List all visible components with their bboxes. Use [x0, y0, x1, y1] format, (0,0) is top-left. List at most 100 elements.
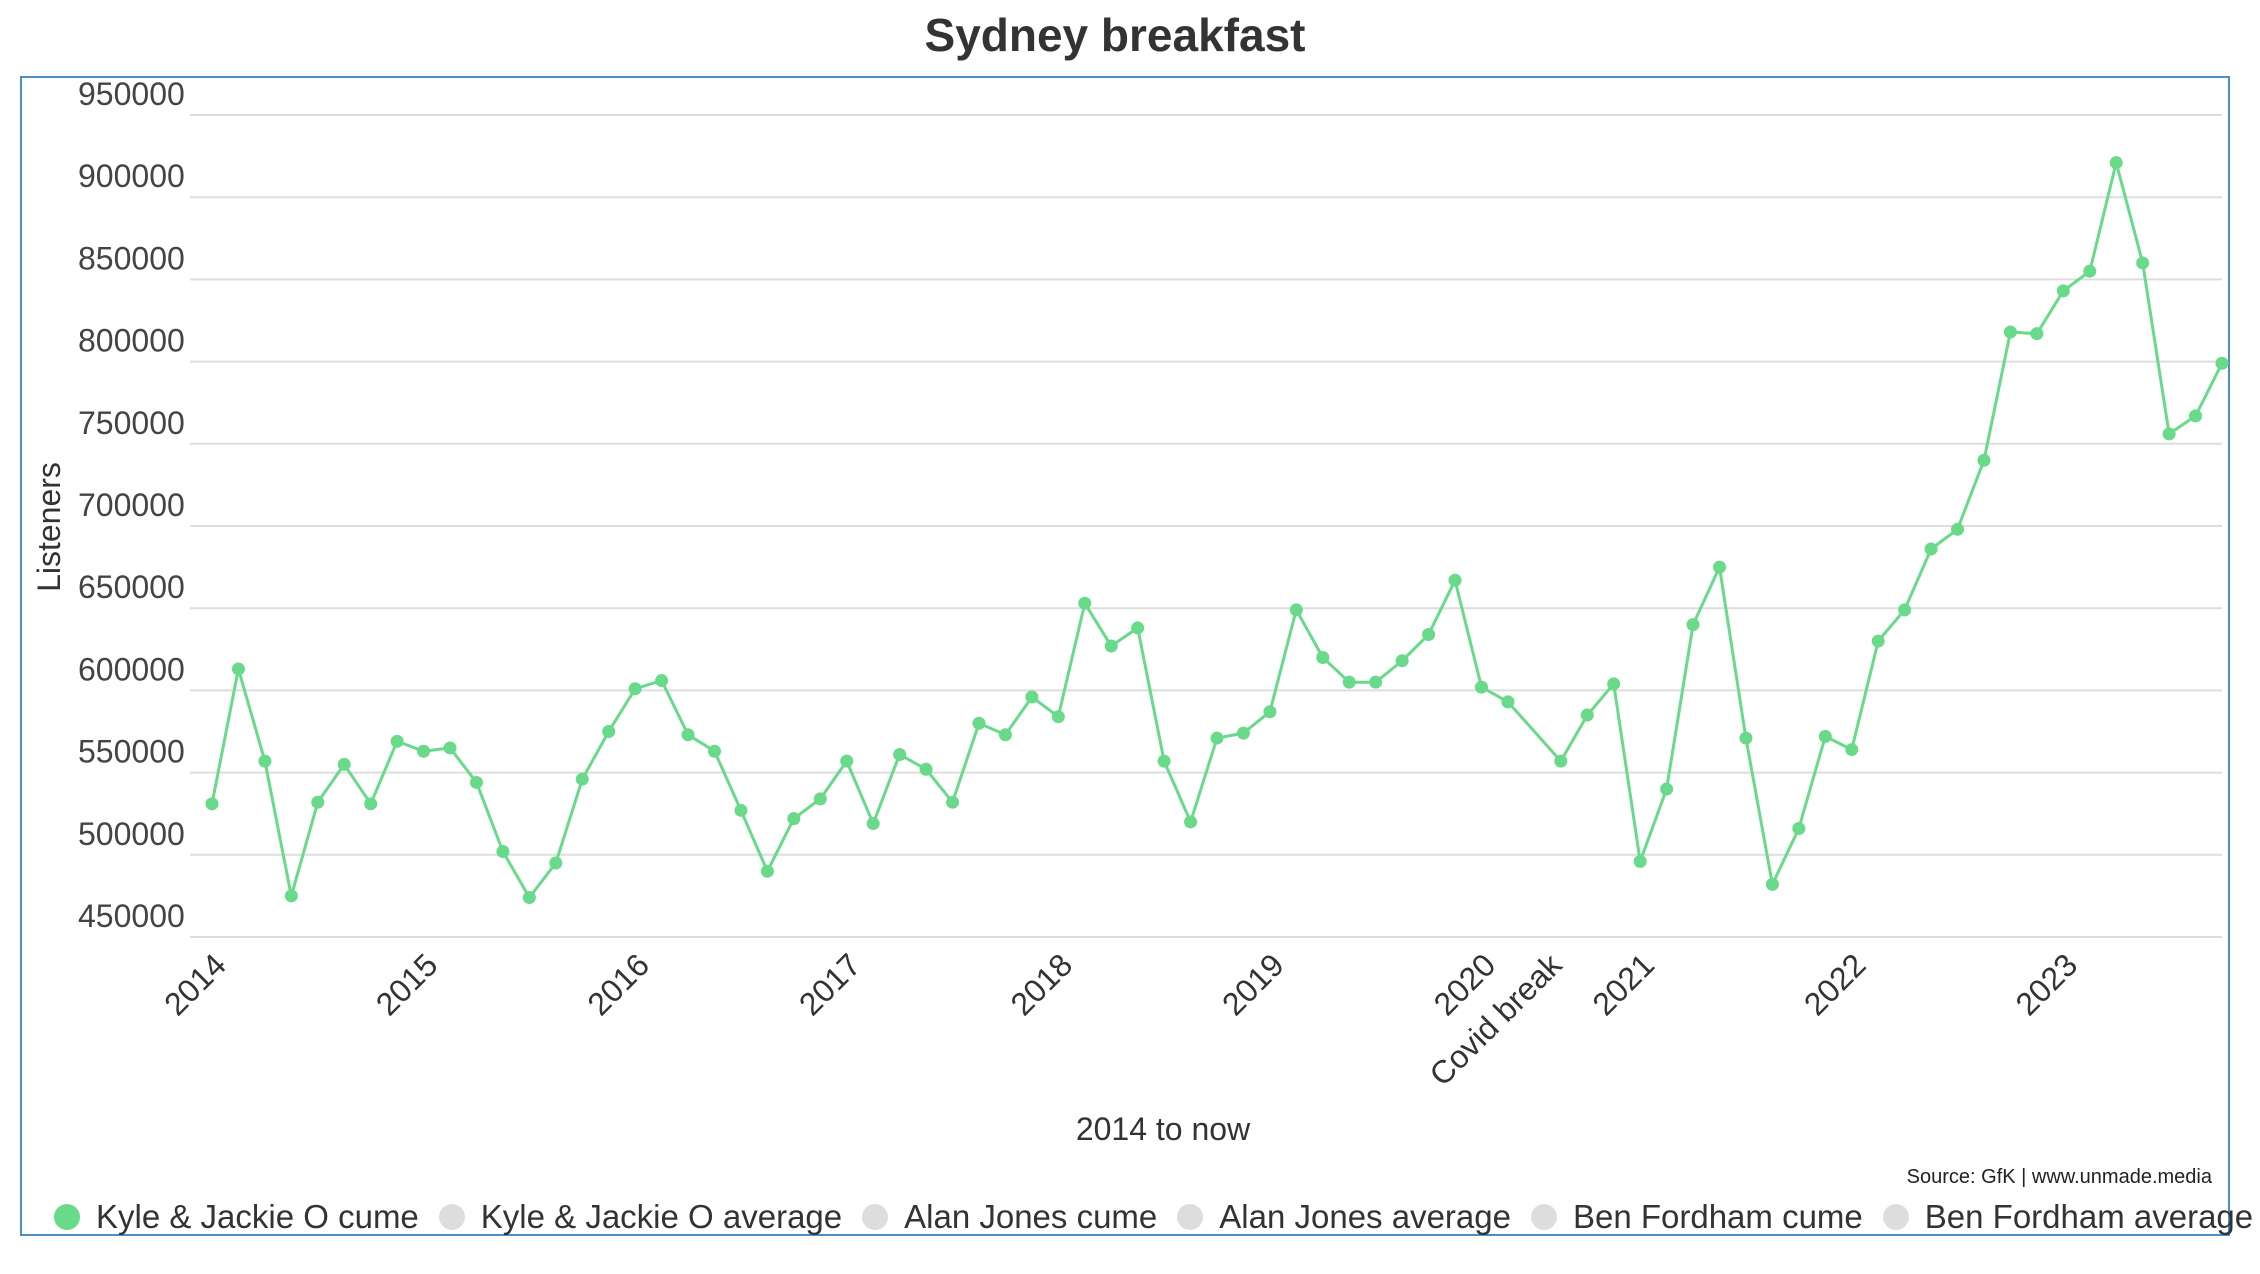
data-point[interactable]: [1951, 522, 1965, 536]
chart-frame: [20, 76, 2230, 1236]
data-point[interactable]: [2003, 325, 2017, 339]
data-point[interactable]: [602, 725, 616, 738]
x-tick-label: 2022: [1797, 946, 1873, 1022]
data-point[interactable]: [1210, 731, 1224, 745]
data-point[interactable]: [1871, 634, 1885, 648]
data-point[interactable]: [1157, 754, 1171, 768]
data-point[interactable]: [972, 716, 986, 730]
data-point[interactable]: [522, 891, 536, 905]
y-axis-ticks: 450000 500000 550000 600000 650000 700000 7500…: [78, 76, 185, 934]
legend-item[interactable]: Ben Fordham cume: [1530, 1198, 1863, 1236]
data-point[interactable]: [708, 744, 721, 758]
data-point[interactable]: [364, 797, 378, 811]
data-point[interactable]: [840, 754, 854, 768]
data-point[interactable]: [1580, 708, 1594, 722]
data-point[interactable]: [231, 662, 245, 676]
data-point[interactable]: [284, 889, 298, 903]
data-point[interactable]: [1342, 675, 1356, 689]
data-point[interactable]: [2162, 427, 2176, 441]
data-point[interactable]: [390, 734, 404, 748]
data-point[interactable]: [443, 741, 457, 755]
data-point[interactable]: [681, 728, 695, 742]
data-point[interactable]: [1818, 729, 1832, 743]
data-point[interactable]: [1924, 542, 1938, 556]
data-point[interactable]: [575, 772, 589, 786]
y-tick-label: 850000: [78, 240, 185, 276]
data-point[interactable]: [998, 728, 1012, 742]
data-point[interactable]: [1395, 654, 1409, 668]
legend-label: Ben Fordham cume: [1572, 1198, 1863, 1235]
data-point[interactable]: [1501, 695, 1515, 709]
data-point[interactable]: [311, 795, 325, 809]
data-point[interactable]: [469, 775, 483, 789]
data-point[interactable]: [919, 762, 933, 776]
y-tick-label: 900000: [78, 158, 185, 194]
data-point[interactable]: [1289, 603, 1303, 617]
data-point[interactable]: [1025, 690, 1039, 704]
data-point[interactable]: [205, 797, 219, 811]
data-point[interactable]: [1369, 675, 1383, 689]
data-point[interactable]: [1051, 710, 1065, 724]
y-tick-label: 500000: [78, 816, 185, 852]
data-point[interactable]: [1184, 815, 1198, 829]
grid-lines: [190, 114, 2222, 938]
data-point[interactable]: [628, 682, 642, 696]
data-point[interactable]: [1131, 621, 1145, 635]
data-point[interactable]: [417, 744, 431, 758]
data-point[interactable]: [1554, 754, 1568, 768]
data-point[interactable]: [787, 812, 801, 826]
data-point[interactable]: [2189, 409, 2203, 423]
data-point[interactable]: [1104, 639, 1118, 653]
legend-item[interactable]: Alan Jones average: [1177, 1198, 1511, 1236]
data-point[interactable]: [1448, 573, 1462, 587]
data-point[interactable]: [1739, 731, 1753, 745]
data-point[interactable]: [1792, 821, 1806, 835]
x-tick-label: 2015: [369, 946, 445, 1022]
y-tick-label: 650000: [78, 569, 185, 605]
data-point[interactable]: [2030, 327, 2044, 341]
data-point[interactable]: [1607, 677, 1621, 691]
data-point[interactable]: [866, 817, 880, 831]
data-point[interactable]: [2109, 156, 2123, 170]
data-point[interactable]: [1263, 705, 1277, 719]
data-point[interactable]: [1898, 603, 1912, 617]
data-point[interactable]: [2215, 356, 2229, 370]
data-point[interactable]: [1633, 854, 1647, 868]
legend-dot-icon: [1882, 1204, 1909, 1230]
data-point[interactable]: [337, 757, 351, 771]
data-point[interactable]: [1236, 726, 1250, 740]
y-tick-label: 950000: [78, 76, 185, 112]
legend-item[interactable]: Kyle & Jackie O average: [438, 1198, 842, 1236]
data-point[interactable]: [760, 864, 774, 878]
data-point[interactable]: [496, 845, 510, 859]
data-point[interactable]: [549, 856, 563, 870]
data-point[interactable]: [813, 792, 827, 806]
x-tick-label: 2017: [792, 946, 868, 1022]
y-axis-label: Listeners: [31, 462, 67, 592]
legend-dot-icon: [862, 1204, 889, 1230]
data-point[interactable]: [258, 754, 272, 768]
data-point[interactable]: [2083, 264, 2097, 278]
data-point[interactable]: [1845, 743, 1859, 757]
data-point[interactable]: [1660, 782, 1674, 796]
data-point[interactable]: [893, 748, 907, 762]
legend-item[interactable]: Kyle & Jackie O cume: [54, 1198, 419, 1236]
data-point[interactable]: [1765, 877, 1779, 891]
legend-label: Alan Jones average: [1219, 1198, 1511, 1235]
data-point[interactable]: [1316, 651, 1330, 665]
legend-item[interactable]: Alan Jones cume: [862, 1198, 1157, 1236]
data-point[interactable]: [946, 795, 960, 809]
data-point[interactable]: [1713, 560, 1726, 574]
data-point[interactable]: [1474, 680, 1488, 694]
data-point[interactable]: [1422, 628, 1436, 642]
x-tick-label: 2018: [1003, 946, 1079, 1022]
data-point[interactable]: [655, 674, 669, 688]
data-point[interactable]: [734, 803, 748, 817]
data-point[interactable]: [1686, 618, 1700, 632]
data-point[interactable]: [1078, 596, 1092, 610]
data-point[interactable]: [1977, 453, 1991, 467]
data-point[interactable]: [2056, 284, 2070, 298]
legend-item[interactable]: Ben Fordham average: [1882, 1198, 2253, 1236]
data-point[interactable]: [2136, 256, 2150, 270]
